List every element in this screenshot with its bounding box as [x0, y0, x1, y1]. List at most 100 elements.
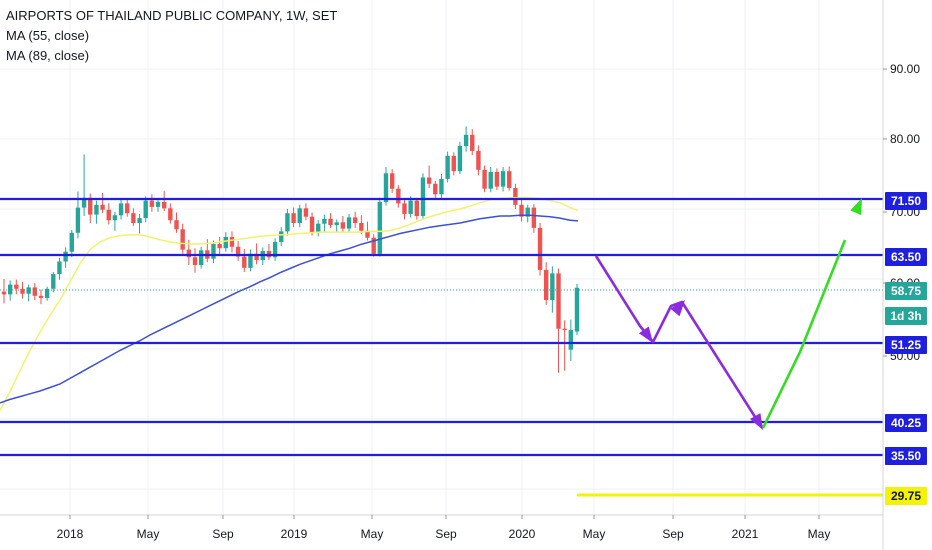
candle-body: [346, 217, 352, 229]
x-tick-label: 2020: [509, 527, 536, 541]
candle-body: [44, 288, 50, 298]
candle-body: [88, 197, 93, 215]
ma89-line: [0, 214, 579, 404]
candle-body: [562, 328, 567, 331]
candle-body: [365, 230, 370, 238]
candle-body: [125, 203, 130, 214]
price-tag-label: 40.25: [891, 416, 921, 430]
price-tag-label: 63.50: [891, 250, 921, 264]
candle-body: [254, 253, 259, 261]
price-tag-bg: [885, 248, 927, 266]
candle-body: [26, 287, 31, 294]
candle-body: [396, 188, 401, 204]
candle-body: [235, 246, 241, 257]
candle-body: [242, 256, 247, 268]
candle-body: [482, 169, 487, 189]
candle-body: [180, 229, 185, 250]
candle-body: [168, 208, 173, 221]
price-tag-bg: [885, 414, 927, 432]
candle-body: [550, 273, 555, 300]
candle-body: [75, 207, 81, 233]
price-levels: [0, 197, 883, 497]
price-tag-label: 58.75: [891, 284, 921, 298]
candle-body: [14, 284, 19, 289]
price-tag: 63.50: [885, 248, 927, 266]
candle-body: [131, 213, 136, 223]
candle-body: [223, 237, 229, 249]
x-tick-label: 2018: [57, 527, 84, 541]
candle-body: [137, 218, 142, 223]
price-tag-bg: [885, 336, 927, 354]
grid: [0, 0, 883, 515]
x-tick-label: 2021: [732, 527, 759, 541]
x-tick-label: May: [137, 527, 160, 541]
price-tag-bg: [885, 487, 927, 505]
candle-body: [383, 173, 389, 202]
candle-body: [525, 207, 530, 217]
candle-body: [285, 213, 290, 232]
price-tag-bg: [885, 192, 927, 210]
candle-body: [81, 197, 87, 208]
candle-body: [328, 218, 333, 226]
candle-body: [445, 155, 450, 179]
candle-body: [174, 220, 179, 230]
candle-body: [359, 223, 364, 231]
candle-body: [352, 217, 358, 223]
candle-body: [463, 134, 469, 146]
x-tick-label: Sep: [662, 527, 684, 541]
arrow-head: [850, 198, 862, 216]
ma55-label: MA (55, close): [6, 28, 90, 43]
projection-arrows: [594, 198, 862, 430]
candle-body: [63, 251, 68, 262]
candle-body: [248, 253, 253, 268]
candle-body: [32, 287, 38, 296]
x-tick-label: May: [361, 527, 384, 541]
candle-body: [1, 291, 7, 295]
x-tick-label: 2019: [281, 527, 308, 541]
candle-body: [507, 171, 512, 188]
arrow-head: [670, 300, 685, 317]
price-tag-label: 1d 3h: [890, 309, 921, 323]
price-tag-label: 29.75: [891, 489, 921, 503]
candle-body: [408, 200, 413, 214]
candle-body: [476, 150, 481, 170]
candle-body: [340, 222, 346, 229]
price-tag-bg: [885, 447, 927, 465]
candle-body: [414, 200, 420, 216]
candle-body: [57, 261, 62, 275]
candle-body: [161, 202, 167, 209]
candle-body: [439, 178, 444, 195]
candle-body: [543, 269, 549, 300]
candle-body: [433, 183, 438, 195]
price-tag: 1d 3h: [885, 307, 927, 325]
candle-body: [20, 288, 25, 294]
candle-body: [494, 171, 500, 187]
candle-body: [556, 273, 561, 329]
x-tick-label: May: [808, 527, 831, 541]
candle-body: [211, 244, 216, 259]
candle-body: [192, 257, 198, 265]
candle-body: [229, 237, 235, 247]
candle-body: [488, 171, 493, 189]
x-tick-label: May: [583, 527, 606, 541]
candle-body: [334, 222, 339, 226]
candle-body: [500, 171, 506, 187]
arrow-head: [638, 326, 653, 343]
candle-body: [291, 213, 296, 223]
candle-body: [402, 203, 407, 214]
candle-body: [377, 202, 383, 254]
ma55-line: [0, 197, 579, 411]
candle-body: [7, 284, 13, 295]
candle-body: [100, 204, 105, 210]
candle-body: [94, 204, 99, 215]
x-tick-label: Sep: [212, 527, 234, 541]
candle-body: [322, 218, 327, 224]
y-tick-label: 90.00: [890, 62, 920, 76]
candles: [1, 126, 580, 373]
x-tick-label: Sep: [435, 527, 457, 541]
candle-body: [426, 177, 432, 184]
candle-body: [371, 237, 376, 254]
candle-body: [316, 223, 321, 233]
